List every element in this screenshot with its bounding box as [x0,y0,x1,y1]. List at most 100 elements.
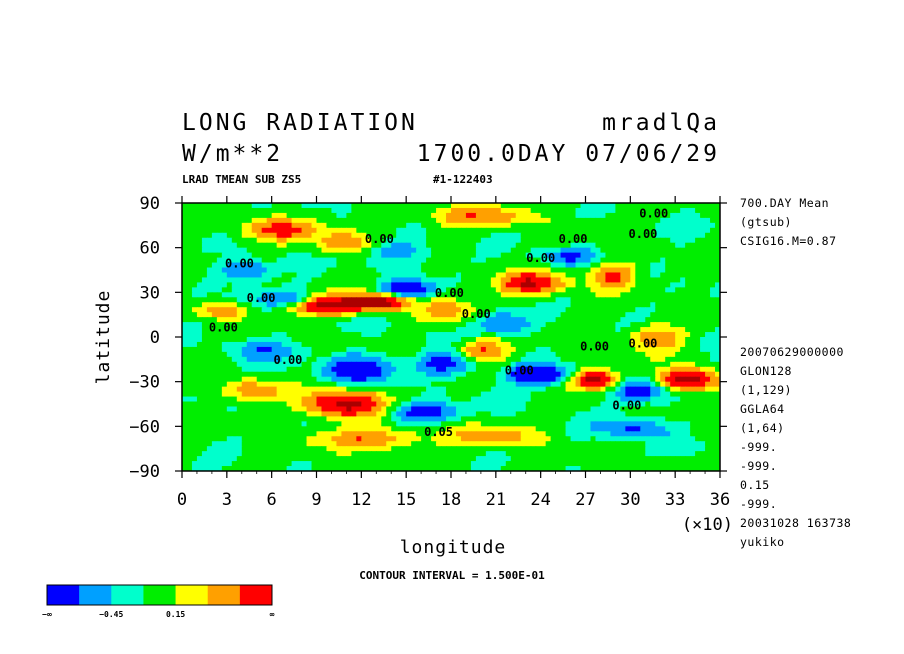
field-cell [221,421,228,427]
field-cell [231,267,238,274]
field-cell [371,346,377,353]
field-cell [510,267,517,274]
field-cell [695,341,701,348]
field-cell [485,401,492,408]
field-cell [391,341,397,348]
field-cell [640,371,646,378]
field-cell [595,232,602,239]
field-cell [291,297,298,303]
field-cell [500,351,507,358]
field-cell [625,262,631,269]
field-cell [695,332,701,338]
field-cell [346,292,352,298]
field-cell [391,262,397,269]
field-cell [570,282,577,288]
field-cell [460,307,467,313]
field-cell [296,322,303,328]
field-cell [480,227,487,234]
field-cell [236,292,243,298]
field-cell [311,287,318,293]
field-cell [406,307,412,313]
field-cell [535,227,542,234]
field-cell [545,307,552,313]
field-cell [535,262,542,269]
field-cell [211,426,218,432]
field-cell [515,312,522,318]
field-cell [261,317,268,323]
field-cell [196,351,203,358]
field-cell [710,356,716,363]
field-cell [650,401,656,408]
field-cell [690,232,696,239]
field-cell [261,297,268,303]
field-cell [411,401,417,408]
field-cell [580,361,587,368]
field-cell [565,396,572,403]
field-cell [535,297,542,303]
field-cell [480,203,487,209]
field-cell [381,222,387,229]
field-cell [700,292,706,298]
field-cell [510,341,517,348]
field-cell [341,371,347,378]
field-cell [620,232,626,239]
field-cell [665,282,671,288]
field-cell [241,371,248,378]
field-cell [655,332,661,338]
field-cell [376,327,382,333]
field-cell [645,247,651,254]
field-cell [321,282,328,288]
field-cell [206,341,213,348]
field-cell [490,361,497,368]
field-cell [535,222,542,229]
field-cell [595,376,602,383]
field-cell [326,411,333,417]
field-cell [680,401,686,408]
field-cell [705,421,711,427]
field-cell [376,287,382,293]
field-cell [206,317,213,323]
field-cell [570,297,577,303]
field-cell [401,287,407,293]
field-cell [575,337,582,343]
field-cell [356,252,362,259]
field-cell [451,257,457,264]
field-cell [251,351,258,358]
field-cell [186,371,193,378]
field-cell [695,327,701,333]
field-cell [411,371,417,378]
field-cell [366,217,372,224]
field-cell [416,376,422,383]
field-cell [705,252,711,259]
field-cell [276,262,283,269]
field-cell [426,297,432,303]
field-cell [570,203,577,209]
field-cell [336,322,343,328]
field-cell [575,267,582,274]
field-cell [426,356,432,363]
field-cell [625,322,631,328]
field-cell [585,262,592,269]
field-cell [545,247,552,254]
field-cell [326,242,333,249]
field-cell [560,292,567,298]
field-cell [251,406,258,413]
field-cell [351,207,357,214]
field-cell [241,287,248,293]
field-cell [271,217,278,224]
field-cell [545,361,552,368]
field-cell [495,222,502,229]
field-cell [416,247,422,254]
field-cell [211,346,218,353]
field-cell [490,332,497,338]
field-cell [535,277,542,283]
field-cell [406,222,412,229]
field-cell [381,232,387,239]
field-cell [500,227,507,234]
field-cell [495,426,502,432]
field-cell [690,366,696,373]
field-cell [520,317,527,323]
field-cell [610,217,616,224]
field-cell [231,396,238,403]
field-cell [226,337,233,343]
